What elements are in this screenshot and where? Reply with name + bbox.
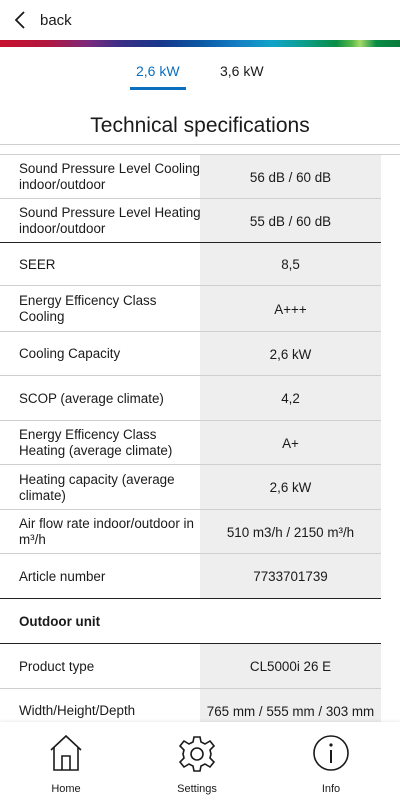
divider (0, 688, 381, 689)
gear-icon (178, 736, 216, 772)
nav-label-info: Info (321, 783, 341, 795)
divider (0, 242, 381, 243)
spec-label: Width/Height/Depth (19, 703, 136, 718)
table-row: Sound Pressure Level Cooling indoor/outd… (0, 155, 400, 199)
back-button[interactable]: back (14, 8, 72, 32)
nav-settings[interactable]: Settings (147, 722, 247, 800)
spec-value: 2,6 kW (200, 332, 381, 376)
table-row: Product type CL5000i 26 E (0, 644, 400, 689)
divider (0, 331, 381, 332)
table-row: Sound Pressure Level Heating indoor/outd… (0, 199, 400, 243)
tab-3-6-kw[interactable]: 3,6 kW (220, 63, 264, 79)
spec-label: Air flow rate indoor/outdoor in m³/h (19, 516, 194, 547)
spec-value: 8,5 (200, 243, 381, 286)
table-row: Energy Efficency Class Heating (average … (0, 421, 400, 465)
divider (0, 420, 381, 421)
nav-label-home: Home (51, 783, 81, 795)
spec-value: A+++ (200, 286, 381, 332)
spec-value: CL5000i 26 E (200, 644, 381, 689)
table-row: SEER 8,5 (0, 243, 400, 286)
table-row: Heating capacity (average climate) 2,6 k… (0, 465, 400, 510)
nav-home[interactable]: Home (16, 722, 116, 800)
table-row: Cooling Capacity 2,6 kW (0, 332, 400, 376)
spec-value: 56 dB / 60 dB (200, 155, 381, 199)
table-row: Energy Efficency Class Cooling A+++ (0, 286, 400, 332)
divider (0, 598, 381, 599)
spec-label: Heating capacity (average climate) (19, 471, 175, 503)
tab-bar: 2,6 kW 3,6 kW (0, 47, 400, 145)
divider (0, 198, 381, 199)
home-icon (50, 734, 82, 771)
divider (0, 643, 381, 644)
spec-label: Product type (19, 658, 95, 674)
table-row: Air flow rate indoor/outdoor in m³/h 510… (0, 510, 400, 554)
spec-label: SCOP (average climate) (19, 390, 164, 406)
spec-value: 2,6 kW (200, 465, 381, 510)
divider (0, 154, 400, 155)
spec-label: Cooling Capacity (19, 346, 121, 361)
divider (0, 285, 381, 286)
chevron-left-icon (14, 11, 25, 29)
spec-value: 4,2 (200, 376, 381, 421)
spec-label: Sound Pressure Level Cooling indoor/outd… (19, 161, 200, 192)
divider (0, 375, 381, 376)
spec-value: 55 dB / 60 dB (200, 199, 381, 243)
section-header-row: Outdoor unit (0, 599, 400, 644)
brand-color-stripe (0, 40, 400, 47)
top-bar: back (0, 0, 400, 40)
spec-value: 510 m3/h / 2150 m³/h (200, 510, 381, 554)
active-tab-indicator (130, 87, 186, 90)
divider (0, 464, 381, 465)
bottom-navigation: Home Settings Info (0, 722, 400, 800)
table-row: SCOP (average climate) 4,2 (0, 376, 400, 421)
table-row: Article number 7733701739 (0, 554, 400, 599)
nav-label-settings: Settings (177, 783, 217, 795)
divider (0, 144, 400, 145)
tab-2-6-kw[interactable]: 2,6 kW (136, 63, 180, 79)
divider (0, 509, 381, 510)
spec-label: Energy Efficency Class Cooling (19, 293, 157, 324)
info-icon (313, 735, 349, 771)
spec-value: 7733701739 (200, 554, 381, 599)
back-label: back (40, 11, 72, 29)
spec-label: Sound Pressure Level Heating indoor/outd… (19, 205, 201, 236)
divider (0, 553, 381, 554)
spec-label: Article number (19, 568, 106, 584)
nav-info[interactable]: Info (281, 722, 381, 800)
page-title: Technical specifications (90, 114, 310, 137)
spec-label: SEER (19, 256, 56, 272)
spec-label: Energy Efficency Class Heating (average … (19, 427, 173, 458)
spec-value: A+ (200, 421, 381, 465)
section-header: Outdoor unit (19, 613, 101, 629)
